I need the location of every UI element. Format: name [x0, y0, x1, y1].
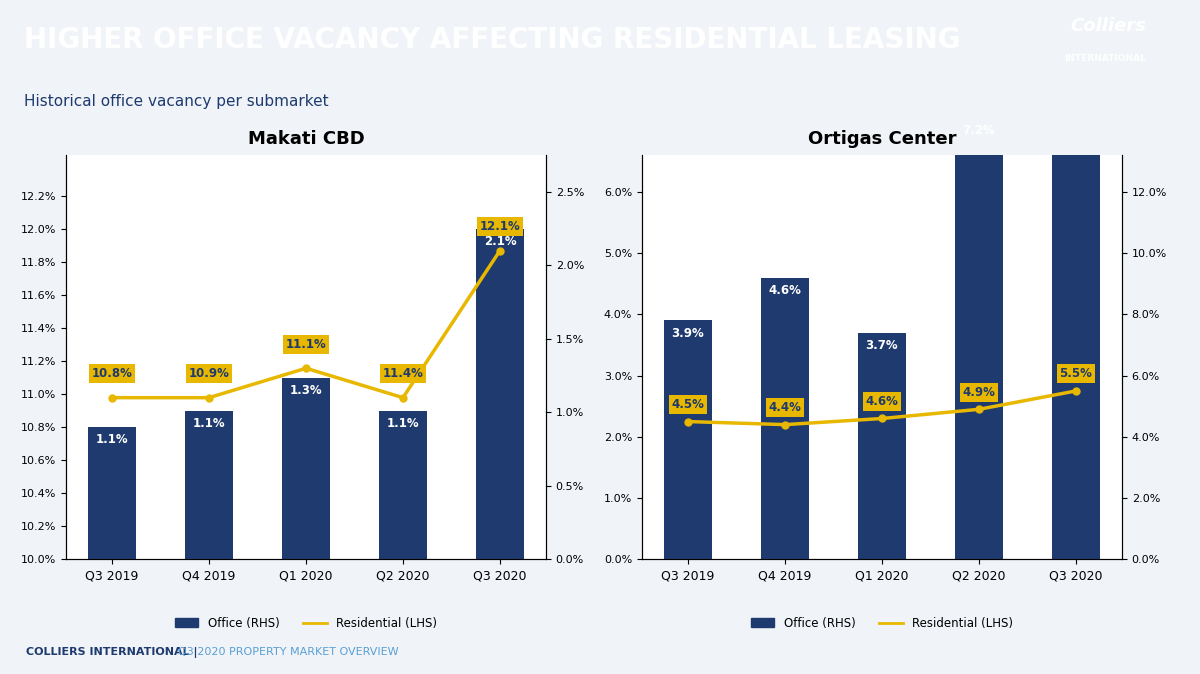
Text: 3.7%: 3.7%	[865, 339, 899, 352]
Text: 1.1%: 1.1%	[96, 433, 128, 446]
Text: 4.5%: 4.5%	[672, 398, 704, 411]
Text: COLLIERS INTERNATIONAL |: COLLIERS INTERNATIONAL |	[26, 646, 202, 658]
Text: 10.8%: 10.8%	[91, 367, 132, 380]
Bar	[88, 427, 137, 674]
Text: 4.9%: 4.9%	[962, 386, 996, 398]
Text: 4.4%: 4.4%	[768, 401, 802, 414]
Bar	[185, 411, 233, 674]
Text: 3.9%: 3.9%	[672, 326, 704, 340]
Text: 4.6%: 4.6%	[768, 284, 802, 297]
Bar	[955, 118, 1003, 559]
Legend: Office (RHS), Residential (LHS): Office (RHS), Residential (LHS)	[746, 612, 1018, 634]
Text: INTERNATIONAL: INTERNATIONAL	[1064, 54, 1146, 63]
Title: Makati CBD: Makati CBD	[247, 130, 365, 148]
Bar	[1051, 0, 1100, 559]
Text: 1.1%: 1.1%	[193, 417, 226, 430]
Legend: Office (RHS), Residential (LHS): Office (RHS), Residential (LHS)	[170, 612, 442, 634]
Text: 7.2%: 7.2%	[962, 124, 995, 137]
Text: 10.9%: 10.9%	[188, 367, 229, 380]
Text: HIGHER OFFICE VACANCY AFFECTING RESIDENTIAL LEASING: HIGHER OFFICE VACANCY AFFECTING RESIDENT…	[24, 26, 960, 55]
Title: Ortigas Center: Ortigas Center	[808, 130, 956, 148]
Text: 11.1%: 11.1%	[286, 338, 326, 350]
Text: Historical office vacancy per submarket: Historical office vacancy per submarket	[24, 94, 329, 109]
Bar	[282, 378, 330, 674]
Text: 1.3%: 1.3%	[289, 384, 323, 397]
Bar	[858, 333, 906, 559]
Text: 11.4%: 11.4%	[383, 367, 424, 380]
Text: 12.1%: 12.1%	[480, 220, 521, 233]
Text: 1.1%: 1.1%	[386, 417, 419, 430]
Bar	[475, 229, 524, 674]
Text: 4.6%: 4.6%	[865, 395, 899, 408]
Text: 2.1%: 2.1%	[484, 235, 516, 248]
Bar	[761, 278, 809, 559]
Text: 5.5%: 5.5%	[1060, 367, 1092, 380]
Text: Colliers: Colliers	[1070, 17, 1146, 35]
Bar	[664, 320, 713, 559]
Text: Q3 2020 PROPERTY MARKET OVERVIEW: Q3 2020 PROPERTY MARKET OVERVIEW	[178, 647, 398, 657]
Bar	[379, 411, 427, 674]
